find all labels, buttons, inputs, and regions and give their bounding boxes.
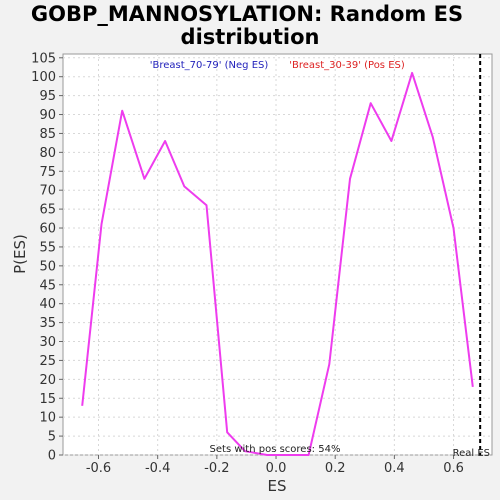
y-tick-label: 25 — [39, 354, 56, 369]
y-tick-label: 65 — [39, 203, 56, 218]
y-tick-label: 80 — [39, 146, 56, 161]
x-axis-label: ES — [268, 477, 287, 495]
pos-es-label: 'Breast_30-39' (Pos ES) — [289, 60, 405, 71]
series-layer — [81, 71, 474, 456]
y-axis-label: P(ES) — [11, 234, 29, 274]
x-tick-label: 0.4 — [384, 461, 405, 476]
y-tick-label: 105 — [31, 51, 56, 66]
x-tick-label: -0.4 — [145, 461, 170, 476]
y-tick-label: 95 — [39, 89, 56, 104]
y-tick-label: 15 — [39, 392, 56, 407]
y-tick-label: 5 — [48, 430, 56, 445]
y-tick-label: 70 — [39, 184, 56, 199]
y-tick-label: 30 — [39, 335, 56, 350]
x-tick-label: 0.0 — [266, 461, 287, 476]
y-tick-label: 50 — [39, 259, 56, 274]
y-tick-label: 60 — [39, 222, 56, 237]
grid — [63, 54, 492, 456]
chart-title-line-1: GOBP_MANNOSYLATION: Random ES — [31, 2, 463, 26]
x-tick-label: 0.2 — [325, 461, 346, 476]
neg-es-label: 'Breast_70-79' (Neg ES) — [150, 60, 269, 71]
pos-scores-text: Sets with pos scores: 54% — [210, 444, 341, 455]
x-tick-label: 0.6 — [443, 461, 464, 476]
y-tick-label: 40 — [39, 297, 56, 312]
y-tick-label: 90 — [39, 108, 56, 123]
plot-area — [62, 53, 493, 456]
y-tick-label: 100 — [31, 70, 56, 85]
y-tick-label: 85 — [39, 127, 56, 142]
y-tick-label: 20 — [39, 373, 56, 388]
chart-title-line-2: distribution — [181, 25, 320, 49]
y-tick-label: 55 — [39, 240, 56, 255]
y-tick-label: 45 — [39, 278, 56, 293]
x-tick-label: -0.2 — [204, 461, 229, 476]
axis-ticks: 0 5 10 15 20 25 30 35 40 45 50 55 60 65 70 75 80 85 90 95 10… — [31, 51, 464, 476]
y-tick-label: 10 — [39, 411, 56, 426]
y-tick-label: 35 — [39, 316, 56, 331]
y-tick-label: 0 — [48, 449, 56, 464]
es-distribution-line — [81, 71, 474, 456]
x-tick-label: -0.6 — [86, 461, 111, 476]
y-tick-label: 75 — [39, 165, 56, 180]
real-es-label: Real ES — [453, 448, 490, 459]
